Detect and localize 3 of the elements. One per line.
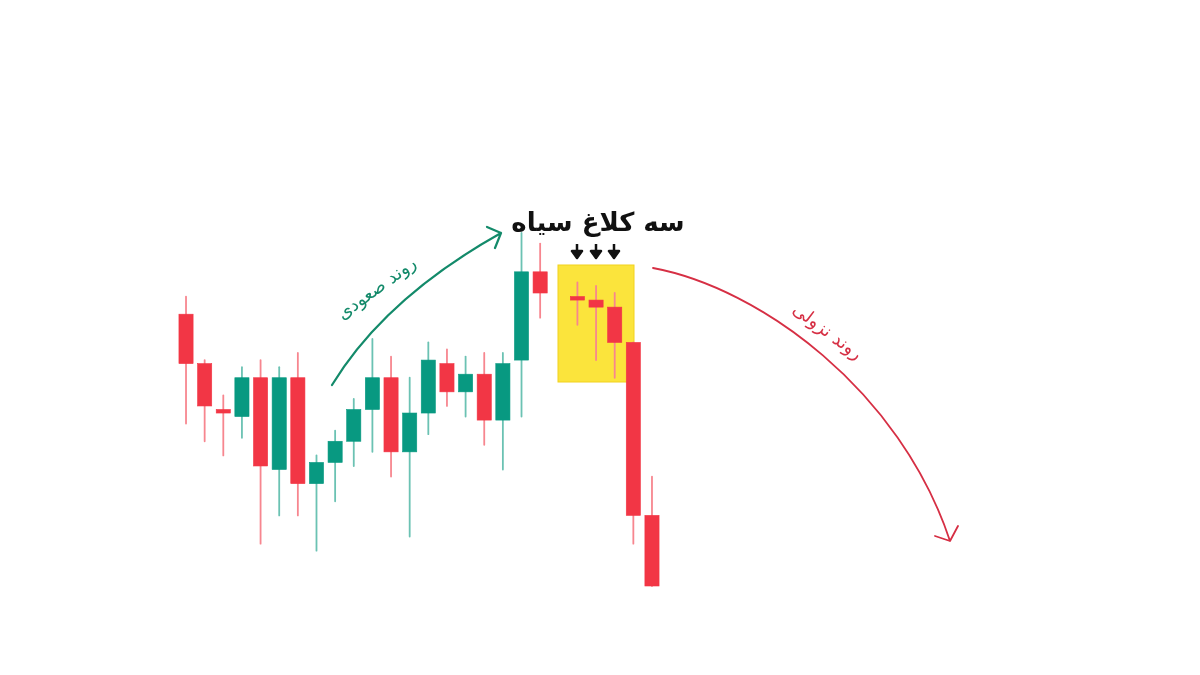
annotation: روند نزولی	[788, 297, 867, 364]
annotation: روند صعودی	[332, 251, 420, 324]
annotation: سه کلاغ سیاه	[511, 207, 685, 237]
